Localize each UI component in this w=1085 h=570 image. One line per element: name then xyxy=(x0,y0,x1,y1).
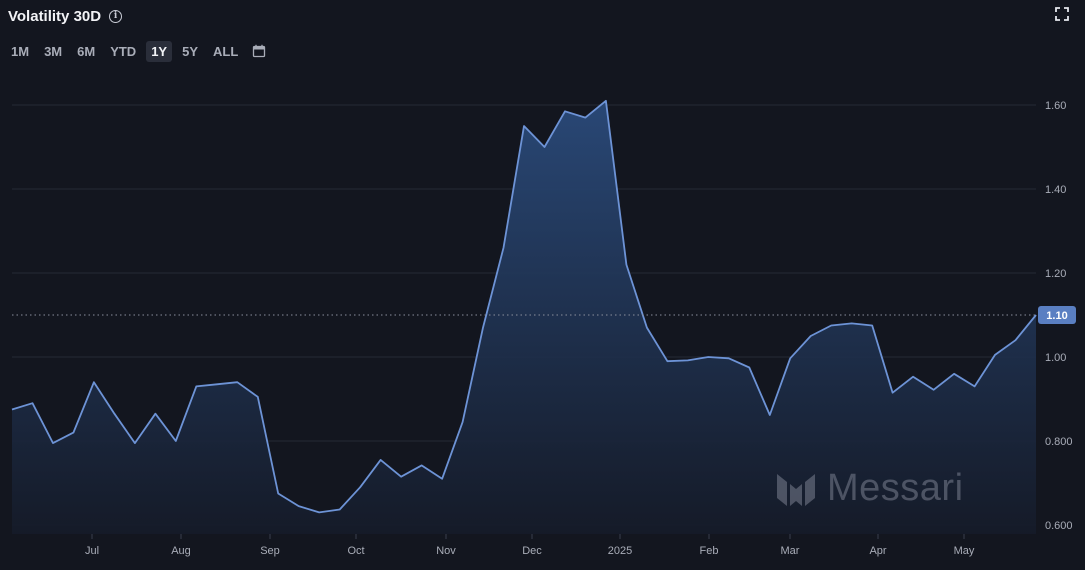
range-ytd-button[interactable]: YTD xyxy=(110,43,137,59)
range-3m-button[interactable]: 3M xyxy=(44,43,63,59)
x-tick-label: May xyxy=(954,545,975,557)
y-tick-label: 1.60 xyxy=(1045,100,1066,112)
x-tick-label: Apr xyxy=(869,545,886,557)
y-axis-ticks: 0.600 0.800 1.00 1.20 1.40 1.60 xyxy=(1045,100,1073,532)
range-5y-button[interactable]: 5Y xyxy=(182,43,198,59)
chart-title: Volatility 30D xyxy=(8,7,102,25)
info-icon[interactable]: i xyxy=(109,9,123,23)
x-axis-ticks: Jul Aug Sep Oct Nov Dec 2025 Feb Mar Apr May xyxy=(85,534,975,557)
x-tick-label: Sep xyxy=(260,545,280,557)
x-tick-label: Jul xyxy=(85,545,99,557)
x-tick-label: 2025 xyxy=(608,545,632,557)
x-tick-label: Aug xyxy=(171,545,191,557)
messari-logo-icon xyxy=(777,474,815,506)
chart-header: Volatility 30D i xyxy=(8,6,123,26)
x-tick-label: Oct xyxy=(347,545,364,557)
y-tick-label: 0.600 xyxy=(1045,520,1073,532)
range-1y-button[interactable]: 1Y xyxy=(146,40,173,62)
messari-watermark: Messari xyxy=(775,466,964,510)
y-tick-label: 1.00 xyxy=(1045,352,1066,364)
area-fill-layer xyxy=(11,99,1037,535)
current-value-badge xyxy=(1038,306,1076,324)
y-tick-label: 1.20 xyxy=(1045,268,1066,280)
x-tick-label: Nov xyxy=(436,545,456,557)
x-tick-label: Feb xyxy=(700,545,719,557)
range-all-button[interactable]: ALL xyxy=(213,43,239,59)
current-value-layer: 1.10 xyxy=(12,306,1076,324)
current-value-label: 1.10 xyxy=(1046,310,1067,322)
x-tick-label: Mar xyxy=(781,545,800,557)
y-tick-label: 0.800 xyxy=(1045,436,1073,448)
calendar-icon[interactable] xyxy=(252,44,266,58)
range-6m-button[interactable]: 6M xyxy=(77,43,96,59)
watermark-text: Messari xyxy=(827,466,964,509)
range-1m-button[interactable]: 1M xyxy=(11,43,30,59)
area-fill xyxy=(12,100,1036,535)
range-selector: 1M 3M 6M YTD 1Y 5Y ALL xyxy=(6,39,266,63)
y-tick-label: 1.40 xyxy=(1045,184,1066,196)
x-tick-label: Dec xyxy=(522,545,542,557)
expand-icon[interactable] xyxy=(1055,7,1069,21)
